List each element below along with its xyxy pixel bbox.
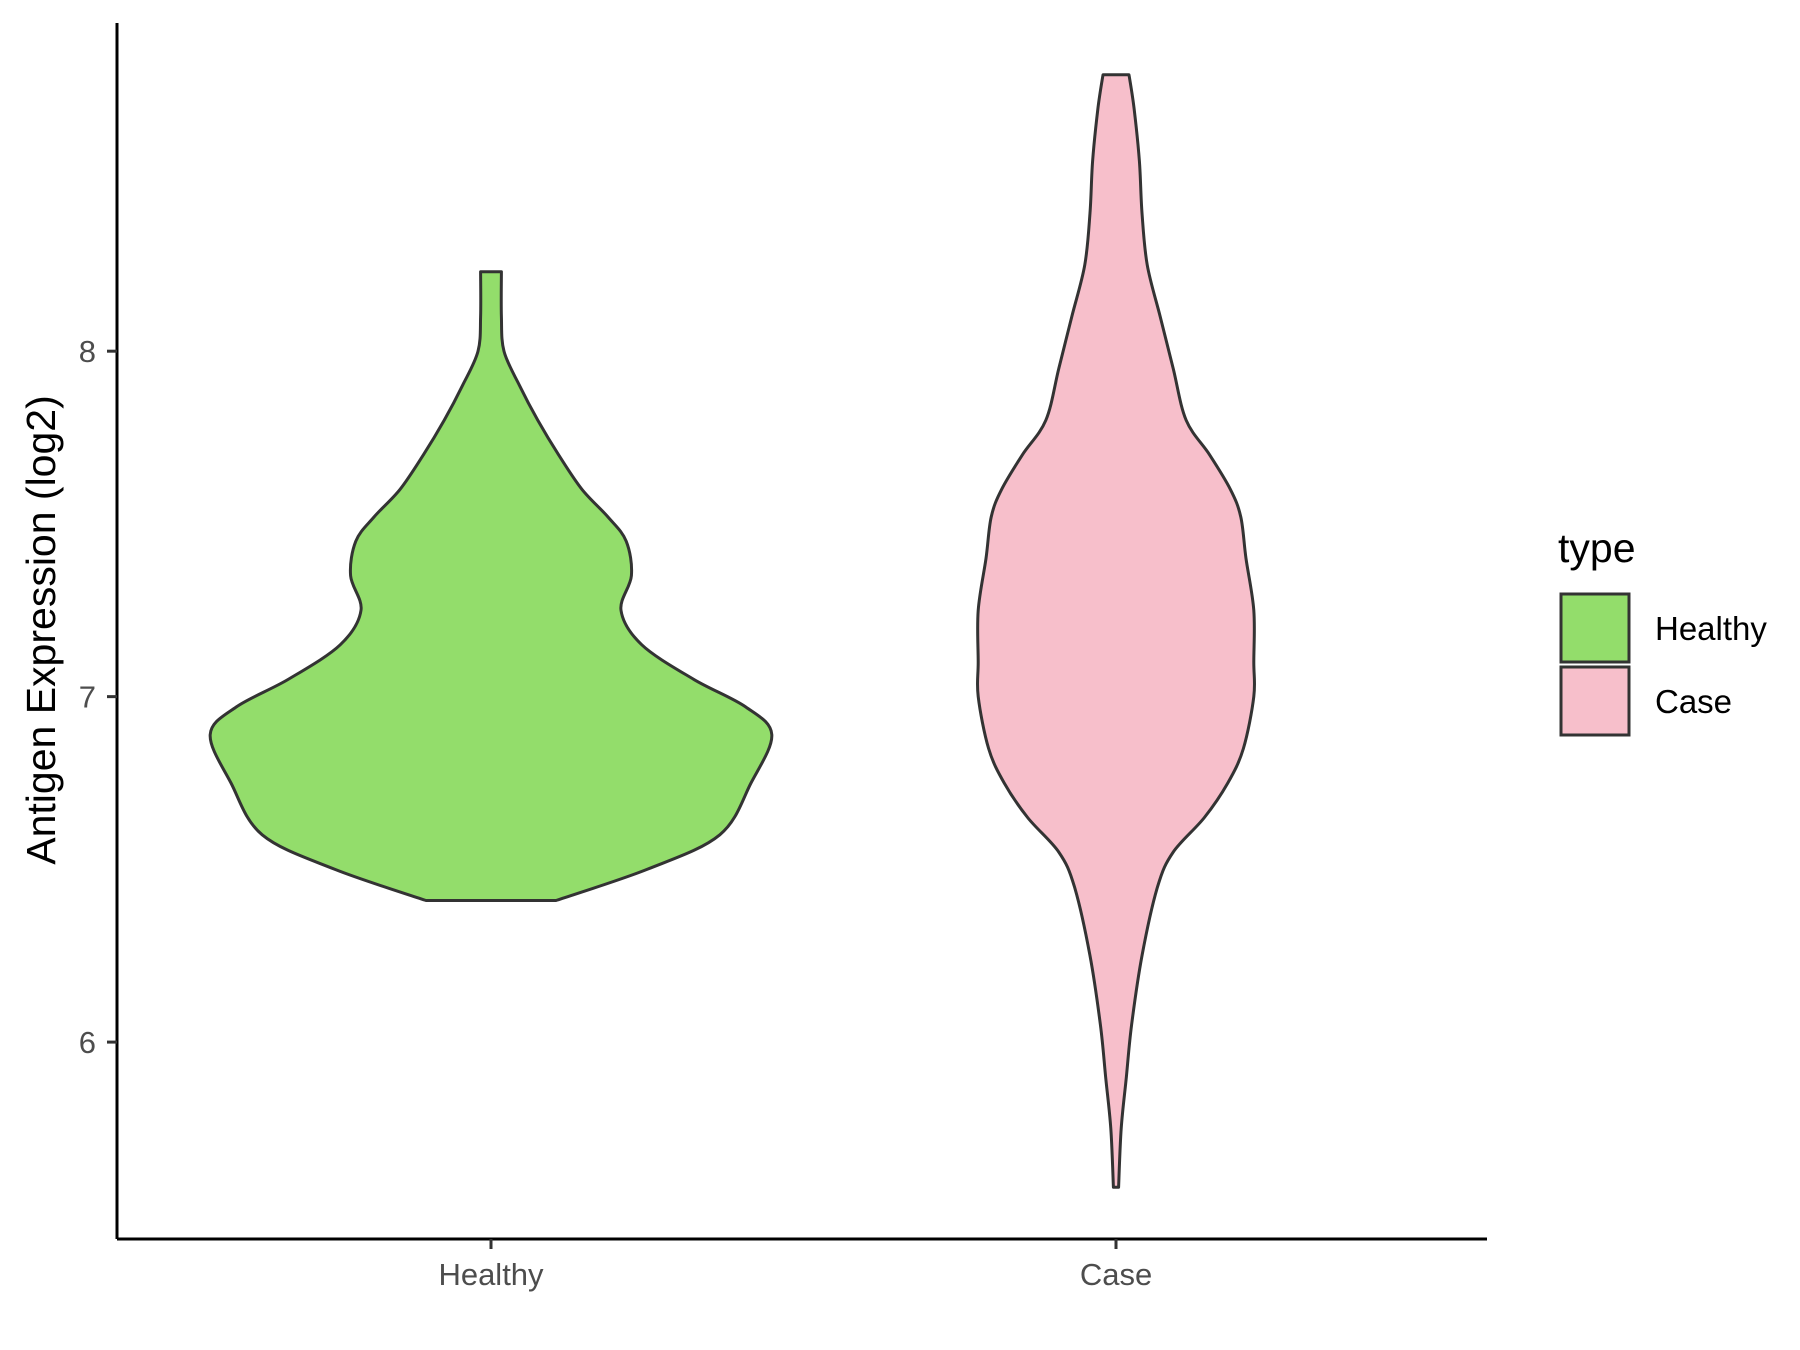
y-tick-label: 8 bbox=[79, 334, 96, 369]
violins-layer bbox=[208, 73, 1257, 1189]
x-tick-label-healthy: Healthy bbox=[438, 1257, 544, 1292]
legend-label-case: Case bbox=[1655, 683, 1732, 720]
y-tick-label: 6 bbox=[79, 1025, 96, 1060]
y-ticks: 6 7 8 bbox=[79, 334, 117, 1060]
y-tick-label: 7 bbox=[79, 680, 96, 715]
x-tick-label-case: Case bbox=[1080, 1257, 1152, 1292]
legend-label-healthy: Healthy bbox=[1655, 610, 1767, 647]
legend: type Healthy Case bbox=[1558, 525, 1767, 737]
legend-title: type bbox=[1558, 525, 1636, 571]
legend-swatch-case bbox=[1559, 665, 1631, 737]
violin-healthy bbox=[208, 270, 774, 902]
y-axis-title: Antigen Expression (log2) bbox=[18, 395, 64, 864]
violin-case bbox=[975, 73, 1257, 1189]
legend-swatch-healthy bbox=[1559, 592, 1631, 664]
x-ticks: Healthy Case bbox=[438, 1239, 1152, 1292]
